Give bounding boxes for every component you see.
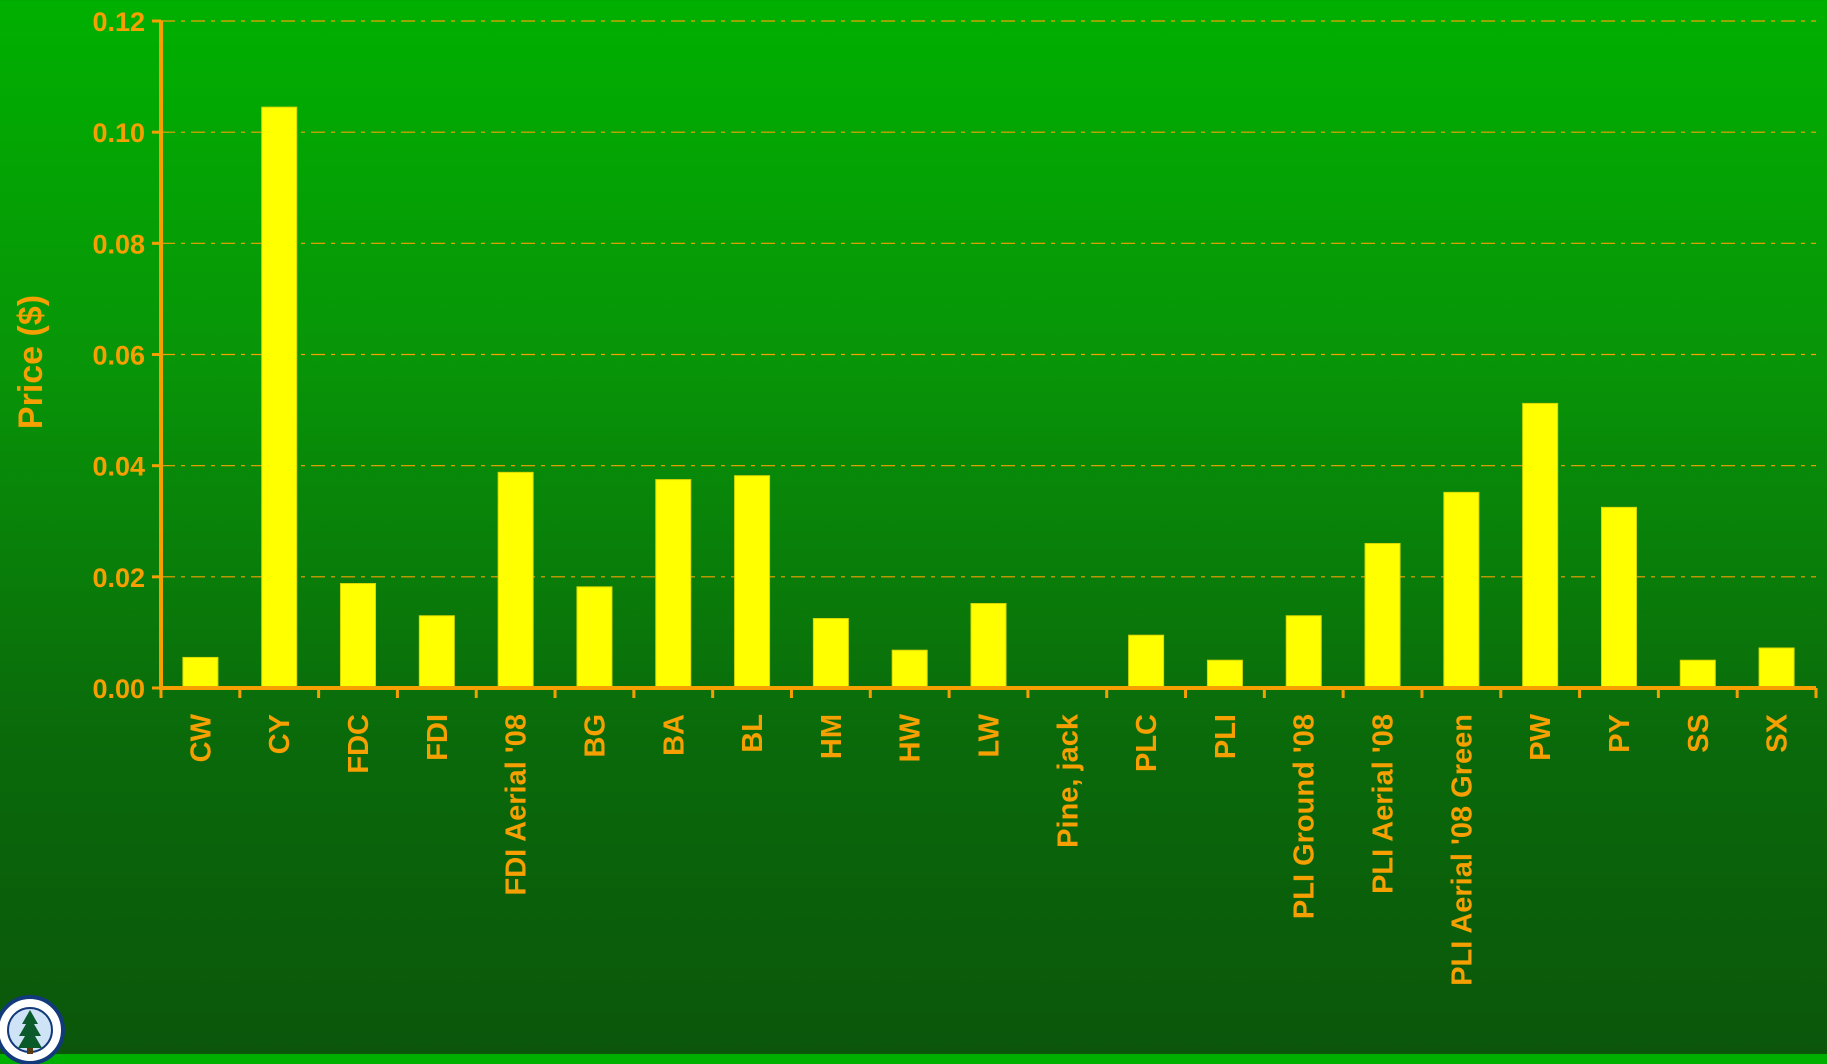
y-tick-label: 0.02: [92, 563, 145, 593]
bar: [812, 618, 849, 689]
x-tick-label: FDC: [343, 714, 375, 774]
bar: [1600, 506, 1637, 689]
y-axis-label: Price ($): [12, 295, 50, 429]
bar: [1443, 491, 1480, 689]
bar: [1522, 402, 1559, 689]
y-tick-label: 0.06: [92, 341, 145, 371]
x-tick-label: PY: [1604, 714, 1636, 753]
y-ticks: 0.00 0.02 0.04 0.06 0.08 0.10 0.12: [92, 7, 161, 704]
bar: [261, 106, 298, 689]
x-tick-label: PLC: [1131, 714, 1163, 772]
bar: [1206, 659, 1243, 689]
y-tick-label: 0.10: [92, 118, 145, 148]
x-tick-label: FDI: [422, 714, 454, 761]
x-tick-label: BA: [658, 714, 690, 756]
x-tick-label: CW: [185, 713, 217, 762]
bar: [1364, 542, 1401, 689]
x-tick-label: SS: [1683, 714, 1715, 753]
grid-lines: [161, 20, 1816, 578]
x-tick-label: FDI Aerial '08: [501, 714, 533, 896]
x-tick-label: PLI Aerial '08 Green: [1446, 714, 1478, 986]
x-tick-label: Pine, jack: [1052, 713, 1084, 848]
x-tick-label: LW: [974, 713, 1006, 757]
bar: [1758, 647, 1795, 689]
forest-service-badge-icon: [0, 995, 65, 1064]
bar: [655, 479, 692, 689]
bars: [182, 106, 1795, 689]
bar: [418, 615, 455, 689]
x-tick-label: CY: [264, 714, 296, 754]
y-tick-label: 0.00: [92, 674, 145, 704]
x-tick-label: HM: [816, 714, 848, 759]
bar: [497, 471, 534, 689]
bar: [1128, 634, 1165, 689]
x-tick-label: PLI Ground '08: [1289, 714, 1321, 919]
bar: [734, 475, 771, 689]
x-tick-label: BG: [579, 714, 611, 758]
y-tick-label: 0.08: [92, 229, 145, 259]
bar: [891, 649, 928, 689]
x-tick-label: BL: [737, 714, 769, 753]
y-tick-label: 0.04: [92, 452, 145, 482]
bar: [1285, 615, 1322, 689]
bar: [576, 586, 613, 689]
x-tick-label: PLI Aerial '08: [1368, 714, 1400, 894]
x-tick-label: HW: [895, 713, 927, 762]
bar: [182, 656, 219, 689]
x-tick-label: SX: [1762, 713, 1794, 752]
x-ticks: CW CY FDC FDI FDI Aerial '08 BG BA BL HM HW LW Pine…: [159, 688, 1818, 986]
x-tick-label: PLI: [1210, 714, 1242, 759]
x-tick-label: PW: [1525, 713, 1557, 760]
bar: [340, 583, 377, 689]
bar: [970, 603, 1007, 689]
bar: [1679, 659, 1716, 689]
y-tick-label: 0.12: [92, 7, 145, 37]
